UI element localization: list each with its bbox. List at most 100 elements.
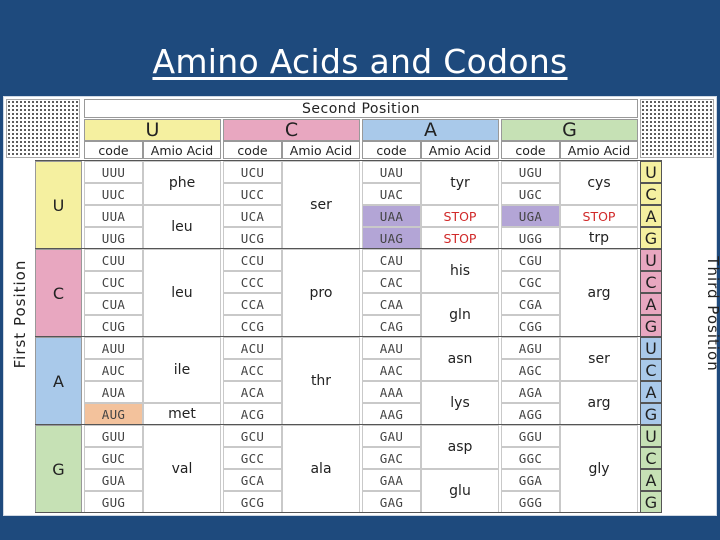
amino-acid-header: Amio Acid	[421, 141, 499, 159]
codon-cell: AGU	[501, 337, 560, 359]
codon-cell: GUG	[84, 491, 143, 513]
second-base-g: G	[501, 119, 638, 141]
codon-cell: AUA	[84, 381, 143, 403]
codon-cell: UAA	[362, 205, 421, 227]
codon-cell: AGC	[501, 359, 560, 381]
codon-cell: GGC	[501, 447, 560, 469]
group-divider	[35, 424, 662, 425]
amino-acid-cell: cys	[560, 161, 638, 205]
codon-cell: UGU	[501, 161, 560, 183]
amino-acid-cell: leu	[143, 205, 221, 249]
codon-cell: GCG	[223, 491, 282, 513]
corner-hatch-left	[6, 99, 80, 158]
third-position-label: Third Position	[704, 256, 720, 372]
third-base-g: G	[640, 491, 662, 513]
amino-acid-header: Amio Acid	[143, 141, 221, 159]
codon-cell: UCC	[223, 183, 282, 205]
amino-acid-cell: ser	[282, 161, 360, 249]
third-base-c: C	[640, 183, 662, 205]
codon-cell: UUA	[84, 205, 143, 227]
amino-acid-cell: lys	[421, 381, 499, 425]
codon-cell: UUU	[84, 161, 143, 183]
second-base-a: A	[362, 119, 499, 141]
amino-acid-cell: his	[421, 249, 499, 293]
third-base-u: U	[640, 161, 662, 183]
first-base-c: C	[35, 249, 82, 337]
third-base-g: G	[640, 227, 662, 249]
amino-acid-cell: ile	[143, 337, 221, 403]
codon-cell: GAC	[362, 447, 421, 469]
codon-cell: AAA	[362, 381, 421, 403]
codon-cell: AGA	[501, 381, 560, 403]
amino-acid-cell: val	[143, 425, 221, 513]
amino-acid-cell: ala	[282, 425, 360, 513]
group-divider	[35, 336, 662, 337]
codon-cell: AGG	[501, 403, 560, 425]
first-base-a: A	[35, 337, 82, 425]
third-base-c: C	[640, 271, 662, 293]
codon-cell: UCU	[223, 161, 282, 183]
third-base-a: A	[640, 469, 662, 491]
codon-cell: UAC	[362, 183, 421, 205]
codon-cell: CAC	[362, 271, 421, 293]
codon-cell: AUG	[84, 403, 143, 425]
codon-cell: AUC	[84, 359, 143, 381]
first-base-g: G	[35, 425, 82, 513]
amino-acid-cell: arg	[560, 381, 638, 425]
amino-acid-cell: thr	[282, 337, 360, 425]
codon-cell: GGU	[501, 425, 560, 447]
stop-label: STOP	[421, 227, 499, 249]
amino-acid-cell: arg	[560, 249, 638, 337]
codon-cell: GAU	[362, 425, 421, 447]
codon-cell: ACC	[223, 359, 282, 381]
codon-cell: UCG	[223, 227, 282, 249]
codon-cell: AAG	[362, 403, 421, 425]
amino-acid-cell: met	[143, 403, 221, 425]
codon-cell: GGG	[501, 491, 560, 513]
codon-cell: CUC	[84, 271, 143, 293]
codon-cell: CAA	[362, 293, 421, 315]
code-header: code	[362, 141, 421, 159]
third-base-u: U	[640, 337, 662, 359]
second-base-c: C	[223, 119, 360, 141]
codon-cell: CCG	[223, 315, 282, 337]
third-base-u: U	[640, 249, 662, 271]
codon-cell: CUU	[84, 249, 143, 271]
stop-label: STOP	[421, 205, 499, 227]
codon-cell: CCC	[223, 271, 282, 293]
codon-cell: GCC	[223, 447, 282, 469]
codon-cell: GUA	[84, 469, 143, 491]
codon-cell: GAA	[362, 469, 421, 491]
codon-cell: UGC	[501, 183, 560, 205]
codon-cell: GCA	[223, 469, 282, 491]
codon-cell: AAU	[362, 337, 421, 359]
codon-cell: CAG	[362, 315, 421, 337]
codon-cell: ACG	[223, 403, 282, 425]
slide-title: Amino Acids and Codons	[152, 42, 568, 81]
codon-cell: AUU	[84, 337, 143, 359]
amino-acid-cell: asp	[421, 425, 499, 469]
codon-cell: UCA	[223, 205, 282, 227]
amino-acid-header: Amio Acid	[560, 141, 638, 159]
third-base-g: G	[640, 315, 662, 337]
corner-hatch-right	[640, 99, 714, 158]
codon-cell: ACU	[223, 337, 282, 359]
amino-acid-cell: tyr	[421, 161, 499, 205]
codon-cell: CGG	[501, 315, 560, 337]
codon-cell: CCA	[223, 293, 282, 315]
second-base-u: U	[84, 119, 221, 141]
group-divider	[35, 248, 662, 249]
code-header: code	[223, 141, 282, 159]
codon-cell: UUC	[84, 183, 143, 205]
codon-cell: CUG	[84, 315, 143, 337]
third-base-c: C	[640, 447, 662, 469]
codon-table: Second Position First Position Third Pos…	[3, 96, 720, 516]
codon-cell: CUA	[84, 293, 143, 315]
codon-cell: UUG	[84, 227, 143, 249]
codon-cell: UAG	[362, 227, 421, 249]
codon-cell: CGC	[501, 271, 560, 293]
group-divider	[35, 160, 662, 161]
third-base-c: C	[640, 359, 662, 381]
third-base-a: A	[640, 205, 662, 227]
amino-acid-cell: asn	[421, 337, 499, 381]
